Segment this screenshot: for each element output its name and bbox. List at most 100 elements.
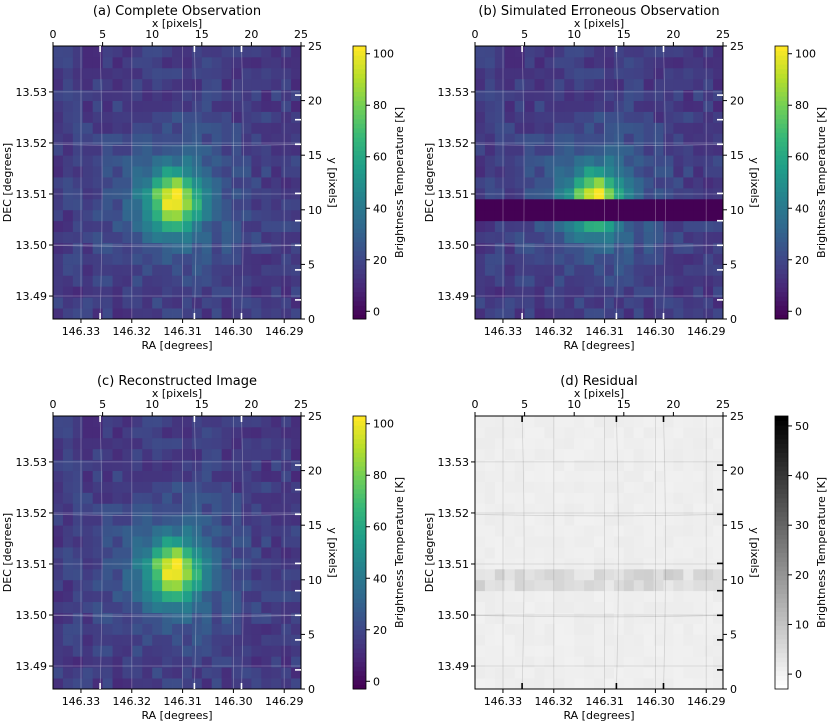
heatmap-cell xyxy=(92,459,103,471)
heatmap-cell xyxy=(82,645,94,657)
heatmap-cell xyxy=(564,46,575,58)
heatmap-cell xyxy=(643,187,654,200)
heatmap-cell xyxy=(554,416,565,428)
heatmap-cell xyxy=(211,177,223,189)
heatmap-cell xyxy=(112,144,123,156)
heatmap-cell xyxy=(142,220,153,233)
heatmap-cell xyxy=(574,568,585,581)
heatmap-cell xyxy=(82,198,94,211)
heatmap-cell xyxy=(102,275,113,287)
heatmap-cell xyxy=(603,144,615,156)
heatmap-cell xyxy=(82,253,94,265)
heatmap-cell xyxy=(181,155,193,167)
heatmap-cell xyxy=(475,111,486,123)
dec-axis-label: DEC [degrees] xyxy=(1,143,14,222)
heatmap-cell xyxy=(693,198,704,211)
colorbar-segment xyxy=(775,73,788,79)
heatmap-cell xyxy=(53,492,64,504)
heatmap-cell xyxy=(261,448,272,461)
heatmap-cell xyxy=(112,231,123,243)
heatmap-cell xyxy=(484,177,496,189)
heatmap-cell xyxy=(663,209,674,222)
colorbar-segment xyxy=(775,516,788,522)
heatmap-cell xyxy=(181,667,193,679)
heatmap-cell xyxy=(554,187,565,200)
heatmap-cell xyxy=(251,557,262,570)
y-pixel-axis-label: y [pixels] xyxy=(748,157,761,207)
heatmap-cell xyxy=(514,503,525,515)
heatmap-cell xyxy=(162,459,173,471)
colorbar-segment xyxy=(775,55,788,61)
heatmap-cell xyxy=(241,678,252,690)
heatmap-cell xyxy=(534,253,545,265)
heatmap-cell xyxy=(172,166,183,178)
heatmap-cell xyxy=(281,547,292,559)
grid-line xyxy=(474,244,724,248)
heatmap-cell xyxy=(132,133,143,145)
heatmap-cell xyxy=(191,448,203,461)
heatmap-cell xyxy=(524,470,535,482)
heatmap-cell xyxy=(102,56,113,69)
heatmap-cell xyxy=(683,286,694,298)
heatmap-cell xyxy=(241,308,252,320)
heatmap-cell xyxy=(191,667,203,679)
heatmap-cell xyxy=(623,187,635,200)
heatmap-cell xyxy=(241,286,252,298)
y-pixel-tick-label: 10 xyxy=(730,574,744,587)
heatmap-cell xyxy=(72,177,84,189)
heatmap-cell xyxy=(291,492,302,504)
heatmap-cell xyxy=(475,634,486,646)
heatmap-cell xyxy=(152,503,163,515)
heatmap-cell xyxy=(603,426,615,439)
colorbar-segment xyxy=(775,187,788,193)
heatmap-cell xyxy=(132,612,143,624)
heatmap-cell xyxy=(92,155,103,167)
colorbar-segment xyxy=(353,168,366,174)
heatmap-cell xyxy=(271,198,282,211)
heatmap-cell xyxy=(132,253,143,265)
heatmap-cell xyxy=(673,568,684,581)
heatmap-cell xyxy=(162,557,173,570)
heatmap-cell xyxy=(594,416,605,428)
heatmap-cell xyxy=(653,144,664,156)
heatmap-cell xyxy=(181,492,193,504)
heatmap-cell xyxy=(534,155,545,167)
heatmap-cell xyxy=(564,166,575,178)
heatmap-cell xyxy=(132,590,143,603)
heatmap-cell xyxy=(112,579,123,592)
colorbar-segment xyxy=(775,616,788,622)
heatmap-cell xyxy=(653,656,664,668)
heatmap-cell xyxy=(504,437,516,450)
heatmap-cell xyxy=(633,492,645,504)
x-pixel-tick-label: 0 xyxy=(472,28,479,41)
y-pixel-tick-label: 15 xyxy=(308,519,322,532)
heatmap-cell xyxy=(544,144,555,156)
heatmap-cell xyxy=(594,557,605,570)
heatmap-cell xyxy=(72,209,84,222)
heatmap-cell xyxy=(72,448,84,461)
heatmap-cell xyxy=(594,177,605,189)
heatmap-cell xyxy=(683,645,694,657)
heatmap-cell xyxy=(574,426,585,439)
heatmap-cell xyxy=(251,46,262,58)
heatmap-cell xyxy=(122,645,133,657)
heatmap-cell xyxy=(191,645,203,657)
heatmap-cell xyxy=(524,46,535,58)
heatmap-cell xyxy=(261,231,272,243)
heatmap-cell xyxy=(653,100,664,112)
heatmap-cell xyxy=(172,133,183,145)
heatmap-cell xyxy=(191,656,203,668)
heatmap-cell xyxy=(643,623,654,635)
heatmap-cell xyxy=(484,557,496,570)
heatmap-cell xyxy=(201,590,213,603)
heatmap-cell xyxy=(475,220,486,233)
heatmap-cell xyxy=(53,416,64,428)
heatmap-cell xyxy=(181,437,193,450)
heatmap-cell xyxy=(62,46,74,58)
ra-tick-label: 146.30 xyxy=(636,325,675,338)
heatmap-cell xyxy=(102,470,113,482)
heatmap-cell xyxy=(683,231,694,243)
heatmap-cell xyxy=(62,536,74,548)
heatmap-cell xyxy=(673,209,684,222)
heatmap-cell xyxy=(613,634,625,646)
